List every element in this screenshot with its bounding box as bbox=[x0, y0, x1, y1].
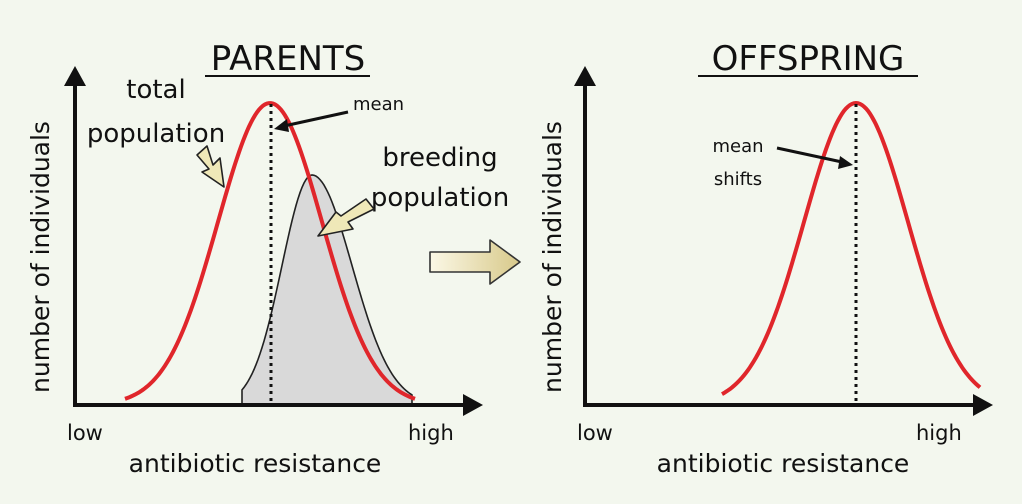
offspring-y-axis-label: number of individuals bbox=[538, 121, 567, 393]
total-population-label-line2: population bbox=[87, 119, 225, 149]
breeding-population-pointer-icon bbox=[317, 198, 375, 237]
offspring-x-axis-label: antibiotic resistance bbox=[657, 449, 910, 478]
breeding-population-label-line1: breeding bbox=[382, 143, 497, 173]
offspring-title: OFFSPRING bbox=[712, 39, 905, 79]
parents-mean-pointer bbox=[283, 110, 349, 128]
offspring-x-high-label: high bbox=[916, 421, 962, 445]
parents-mean-pointer-head-icon bbox=[274, 119, 289, 132]
parents-y-axis-arrowhead-icon bbox=[64, 66, 86, 86]
parents-x-low-label: low bbox=[67, 421, 103, 445]
parents-panel: PARENTS number of individuals antibiotic… bbox=[26, 39, 509, 478]
offspring-mean-pointer-head-icon bbox=[838, 156, 853, 169]
breeding-population-label-line2: population bbox=[371, 183, 509, 213]
offspring-population-curve bbox=[721, 100, 982, 396]
offspring-y-axis-arrowhead-icon bbox=[574, 66, 596, 86]
offspring-x-axis-arrowhead-icon bbox=[973, 394, 993, 416]
offspring-mean-pointer bbox=[776, 146, 843, 164]
parents-title: PARENTS bbox=[211, 39, 365, 79]
total-population-pointer-icon bbox=[196, 145, 225, 188]
total-population-label-line1: total bbox=[126, 75, 185, 105]
breeding-population-curve bbox=[241, 174, 413, 406]
offspring-x-low-label: low bbox=[577, 421, 613, 445]
total-population-curve bbox=[124, 101, 416, 401]
parents-x-axis-arrowhead-icon bbox=[463, 394, 483, 416]
parents-x-axis-label: antibiotic resistance bbox=[129, 449, 382, 478]
parents-y-axis-label: number of individuals bbox=[26, 121, 55, 393]
offspring-panel: OFFSPRING number of individuals antibiot… bbox=[538, 39, 993, 478]
parents-mean-label: mean bbox=[353, 94, 404, 115]
parents-x-high-label: high bbox=[408, 421, 454, 445]
offspring-mean-label-line1: mean bbox=[712, 136, 763, 157]
offspring-mean-label-line2: shifts bbox=[714, 169, 762, 190]
right-arrow-icon bbox=[429, 239, 521, 285]
